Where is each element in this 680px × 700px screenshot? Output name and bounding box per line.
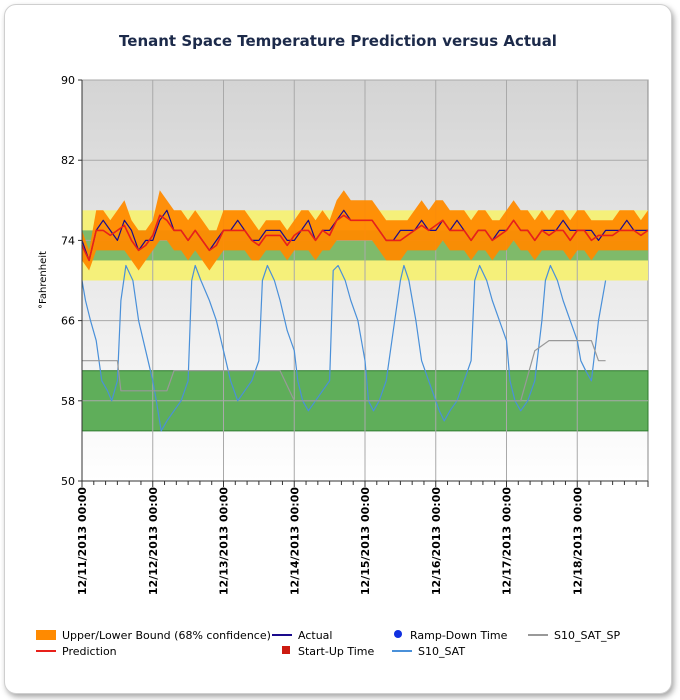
x-tick-label: 12/16/2013 00:00 [430, 487, 443, 595]
x-tick-label: 12/17/2013 00:00 [501, 487, 514, 595]
series-upper-lower-bound-68-confidence [82, 190, 648, 271]
legend-start-up-time-label: Start-Up Time [298, 645, 375, 658]
x-tick-label: 12/14/2013 00:00 [288, 487, 301, 595]
legend-upper-lower-bound-68-confidence-swatch [36, 630, 56, 640]
series-s10-sat-sp [82, 340, 606, 402]
legend-ramp-down-time-label: Ramp-Down Time [410, 629, 508, 642]
legend: Upper/Lower Bound (68% confidence) Actual… [36, 629, 621, 658]
legend-s10-sat-sp-label: S10_SAT_SP [554, 629, 621, 642]
series-s10-sat [81, 264, 607, 432]
y-tick-label: 82 [61, 154, 75, 167]
x-tick-label: 12/11/2013 00:00 [76, 487, 89, 595]
y-tick-label: 66 [61, 315, 75, 328]
y-tick-label: 74 [61, 234, 75, 247]
legend-prediction-label: Prediction [62, 645, 117, 658]
legend-actual-label: Actual [298, 629, 332, 642]
series-prediction [81, 214, 649, 262]
chart-title: Tenant Space Temperature Prediction vers… [119, 32, 557, 50]
legend-upper-lower-bound-68-confidence-label: Upper/Lower Bound (68% confidence) [62, 629, 271, 642]
legend-ramp-down-time-swatch [394, 630, 402, 638]
y-axis-label: °Fahrenheit [38, 251, 49, 309]
x-tick-label: 12/18/2013 00:00 [571, 487, 584, 595]
y-tick-label: 58 [61, 395, 75, 408]
axes: 50 58 66 74 82 90 12/11/2013 00:00 12/12/2013 0… [61, 74, 649, 595]
x-tick-label: 12/13/2013 00:00 [218, 487, 231, 595]
x-tick-label: 12/15/2013 00:00 [359, 487, 372, 595]
y-tick-label: 90 [61, 74, 75, 87]
x-tick-label: 12/12/2013 00:00 [147, 487, 160, 595]
legend-s10-sat-label: S10_SAT [418, 645, 465, 658]
legend-start-up-time-swatch [282, 646, 290, 654]
series-layer [81, 190, 649, 432]
y-tick-label: 50 [61, 475, 75, 488]
